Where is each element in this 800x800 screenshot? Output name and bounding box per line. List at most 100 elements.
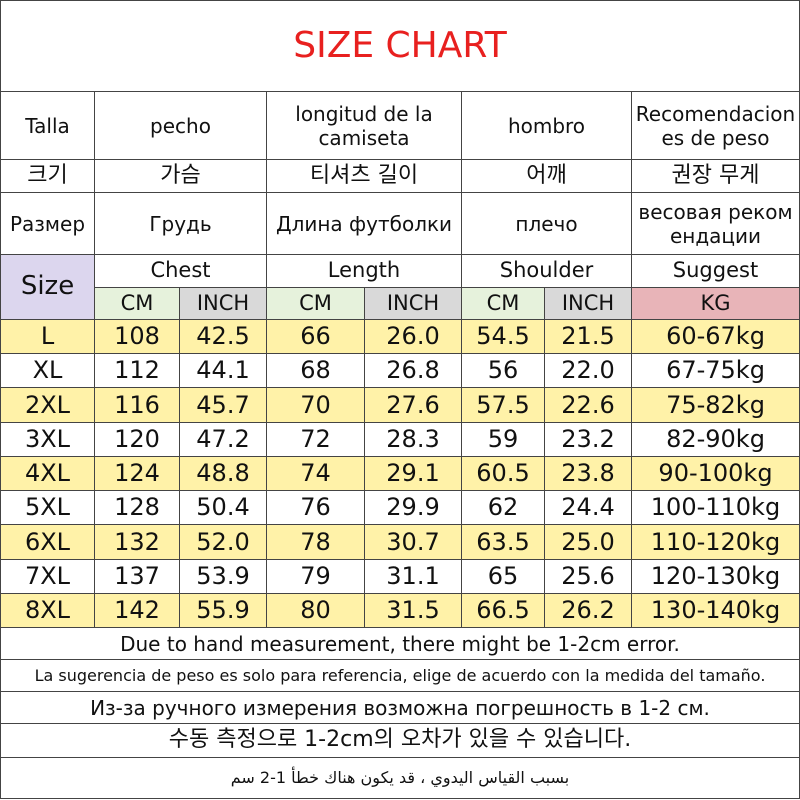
- table-cell: 60-67kg: [632, 320, 800, 355]
- table-cell: 23.2: [545, 422, 632, 457]
- table-cell: 27.6: [365, 388, 462, 423]
- table-cell: 120-130kg: [632, 559, 800, 594]
- table-cell: 82-90kg: [632, 422, 800, 457]
- table-cell: 137: [95, 559, 180, 594]
- table-cell: 108: [95, 320, 180, 355]
- table-cell: 116: [95, 388, 180, 423]
- table-cell: XL: [0, 354, 95, 389]
- unit-header: CM: [267, 288, 365, 320]
- table-cell: 2XL: [0, 388, 95, 423]
- table-cell: 112: [95, 354, 180, 389]
- table-cell: 6XL: [0, 525, 95, 560]
- table-cell: 65: [462, 559, 545, 594]
- table-cell: 66: [267, 320, 365, 355]
- unit-header: INCH: [365, 288, 462, 320]
- table-cell: 52.0: [180, 525, 267, 560]
- table-cell: 22.0: [545, 354, 632, 389]
- table-cell: 60.5: [462, 456, 545, 492]
- unit-header: CM: [95, 288, 180, 320]
- table-cell: 30.7: [365, 525, 462, 560]
- table-cell: 70: [267, 388, 365, 423]
- header-cell: 크기: [0, 160, 95, 193]
- unit-header: CM: [462, 288, 545, 320]
- header-cell: 가슴: [95, 160, 267, 193]
- header-cell: Talla: [0, 92, 95, 160]
- table-cell: 26.0: [365, 320, 462, 355]
- table-cell: 120: [95, 422, 180, 457]
- table-cell: 74: [267, 456, 365, 492]
- table-cell: 4XL: [0, 456, 95, 492]
- header-cell: hombro: [462, 92, 632, 160]
- table-cell: 22.6: [545, 388, 632, 423]
- header-cell: Recomendaciones de peso: [632, 92, 800, 160]
- group-header: Shoulder: [462, 255, 632, 288]
- header-cell: 티셔츠 길이: [267, 160, 462, 193]
- note: Due to hand measurement, there might be …: [0, 628, 800, 660]
- header-cell: 권장 무게: [632, 160, 800, 193]
- table-cell: 128: [95, 491, 180, 526]
- note: Из-за ручного измерения возможна погрешн…: [0, 692, 800, 724]
- table-cell: 7XL: [0, 559, 95, 594]
- note: بسبب القياس اليدوي ، قد يكون هناك خطأ 1-…: [0, 758, 800, 799]
- table-cell: 29.9: [365, 491, 462, 526]
- table-cell: 53.9: [180, 559, 267, 594]
- table-cell: 47.2: [180, 422, 267, 457]
- table-cell: 23.8: [545, 456, 632, 492]
- table-cell: 29.1: [365, 456, 462, 492]
- table-cell: 56: [462, 354, 545, 389]
- table-cell: 130-140kg: [632, 593, 800, 628]
- table-cell: 132: [95, 525, 180, 560]
- table-cell: 63.5: [462, 525, 545, 560]
- table-cell: 66.5: [462, 593, 545, 628]
- table-cell: 80: [267, 593, 365, 628]
- header-cell: весовая рекомендации: [632, 193, 800, 255]
- table-cell: 62: [462, 491, 545, 526]
- table-cell: 75-82kg: [632, 388, 800, 423]
- table-cell: 31.1: [365, 559, 462, 594]
- table-cell: 50.4: [180, 491, 267, 526]
- group-header: Length: [267, 255, 462, 288]
- table-cell: 45.7: [180, 388, 267, 423]
- table-cell: 55.9: [180, 593, 267, 628]
- table-cell: 124: [95, 456, 180, 492]
- table-cell: 68: [267, 354, 365, 389]
- table-cell: 25.0: [545, 525, 632, 560]
- group-header: Chest: [95, 255, 267, 288]
- table-cell: 57.5: [462, 388, 545, 423]
- table-cell: 25.6: [545, 559, 632, 594]
- header-cell: Размер: [0, 193, 95, 255]
- table-cell: L: [0, 320, 95, 355]
- table-cell: 48.8: [180, 456, 267, 492]
- table-cell: 5XL: [0, 491, 95, 526]
- unit-header: KG: [632, 288, 800, 320]
- table-cell: 3XL: [0, 422, 95, 457]
- table-cell: 110-120kg: [632, 525, 800, 560]
- header-cell: pecho: [95, 92, 267, 160]
- table-cell: 79: [267, 559, 365, 594]
- table-cell: 59: [462, 422, 545, 457]
- table-cell: 90-100kg: [632, 456, 800, 492]
- unit-header: INCH: [180, 288, 267, 320]
- note: 수동 측정으로 1-2cm의 오차가 있을 수 있습니다.: [0, 724, 800, 758]
- table-cell: 21.5: [545, 320, 632, 355]
- table-cell: 24.4: [545, 491, 632, 526]
- header-cell: Грудь: [95, 193, 267, 255]
- table-cell: 54.5: [462, 320, 545, 355]
- table-cell: 42.5: [180, 320, 267, 355]
- size-label: Size: [0, 255, 95, 320]
- note: La sugerencia de peso es solo para refer…: [0, 660, 800, 692]
- header-cell: 어깨: [462, 160, 632, 193]
- group-header: Suggest: [632, 255, 800, 288]
- header-cell: плечо: [462, 193, 632, 255]
- table-cell: 72: [267, 422, 365, 457]
- table-cell: 31.5: [365, 593, 462, 628]
- table-cell: 67-75kg: [632, 354, 800, 389]
- header-cell: longitud de la camiseta: [267, 92, 462, 160]
- unit-header: INCH: [545, 288, 632, 320]
- table-cell: 142: [95, 593, 180, 628]
- table-cell: 78: [267, 525, 365, 560]
- table-cell: 28.3: [365, 422, 462, 457]
- table-cell: 44.1: [180, 354, 267, 389]
- table-cell: 8XL: [0, 593, 95, 628]
